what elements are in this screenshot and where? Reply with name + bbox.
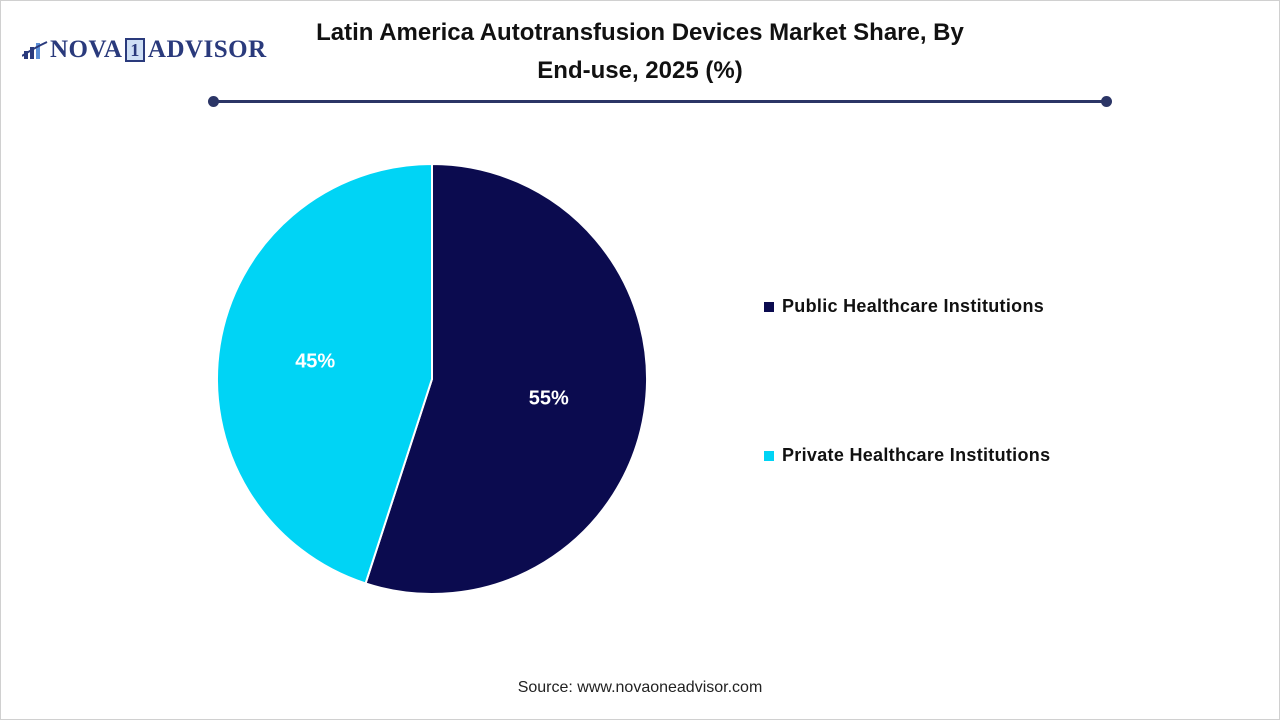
divider-dot-right <box>1101 96 1112 107</box>
source-note: Source: www.novaoneadvisor.com <box>517 679 763 696</box>
logo-text-num: 1 <box>125 38 145 62</box>
pie-slice-private <box>216 162 433 585</box>
title-divider <box>213 100 1106 103</box>
legend-swatch-public <box>764 301 774 312</box>
legend-swatch-private <box>764 450 774 461</box>
legend-item-private: Private Healthcare Institutions <box>764 445 1050 466</box>
logo-text-left: NOVA <box>50 36 123 63</box>
pie-slice-public <box>364 162 648 595</box>
legend-label-public: Public Healthcare Institutions <box>782 296 1045 316</box>
logo-text-right: ADVISOR <box>147 36 267 63</box>
data-label-public: 55% <box>529 387 569 409</box>
bar-chart-logo-icon <box>22 41 48 59</box>
nova-advisor-logo: NOVA 1 ADVISOR <box>22 36 267 64</box>
data-label-private: 45% <box>295 351 335 373</box>
legend-item-public: Public Healthcare Institutions <box>764 296 1044 317</box>
legend-label-private: Private Healthcare Institutions <box>782 445 1051 465</box>
chart-title: Latin America Autotransfusion Devices Ma… <box>316 19 964 84</box>
divider-dot-left <box>208 96 219 107</box>
